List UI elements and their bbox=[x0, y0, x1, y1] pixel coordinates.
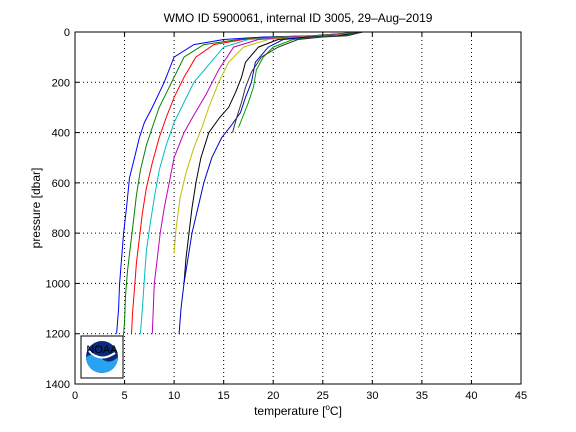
noaa-logo: NOAA bbox=[80, 335, 124, 379]
series-line-6 bbox=[173, 31, 363, 254]
x-tick-label: 40 bbox=[465, 390, 477, 402]
y-tick-label: 200 bbox=[52, 77, 70, 89]
y-tick-label: 1400 bbox=[46, 379, 70, 391]
x-tick-label: 45 bbox=[515, 390, 527, 402]
x-axis-label: temperature [oC] bbox=[75, 403, 521, 418]
logo-gull bbox=[88, 350, 116, 359]
chart-title: WMO ID 5900061, internal ID 3005, 29–Aug… bbox=[163, 11, 433, 25]
x-tick-label: 15 bbox=[218, 390, 230, 402]
grid bbox=[75, 32, 521, 384]
y-tick-label: 0 bbox=[64, 27, 70, 39]
series-line-4 bbox=[139, 31, 363, 334]
y-tick-label: 1200 bbox=[46, 329, 70, 341]
x-tick-label: 30 bbox=[366, 390, 378, 402]
series-line-5 bbox=[151, 31, 363, 334]
logo-wave bbox=[86, 354, 118, 373]
x-axis-label-prefix: temperature [ bbox=[254, 404, 326, 418]
x-axis-label-degree: o bbox=[325, 403, 330, 412]
series-line-1 bbox=[116, 31, 363, 334]
y-tick-label: 800 bbox=[52, 228, 70, 240]
axes-box bbox=[74, 31, 522, 385]
y-tick-label: 1000 bbox=[46, 278, 70, 290]
x-tick-label: 20 bbox=[267, 390, 279, 402]
y-tick-label: 400 bbox=[52, 128, 70, 140]
series-layer bbox=[116, 31, 363, 339]
series-line-7 bbox=[183, 31, 363, 284]
series-line-2 bbox=[122, 31, 363, 339]
x-axis-label-suffix: C] bbox=[329, 404, 342, 418]
x-tick-label: 0 bbox=[72, 390, 78, 402]
series-line-8 bbox=[178, 31, 363, 334]
x-tick-label: 10 bbox=[168, 390, 180, 402]
y-axis-label: pressure [dbar] bbox=[29, 167, 43, 249]
x-tick-label: 5 bbox=[121, 390, 127, 402]
x-tick-label: 35 bbox=[416, 390, 428, 402]
series-line-9 bbox=[238, 31, 363, 128]
y-tick-label: 600 bbox=[52, 178, 70, 190]
x-tick-label: 25 bbox=[317, 390, 329, 402]
series-line-10 bbox=[232, 31, 363, 133]
logo-text: NOAA bbox=[86, 344, 118, 356]
ticks: 0 5 10 15 20 25 30 35 40 45 0 200 400 600 800 1000 1200 1… bbox=[46, 27, 528, 402]
